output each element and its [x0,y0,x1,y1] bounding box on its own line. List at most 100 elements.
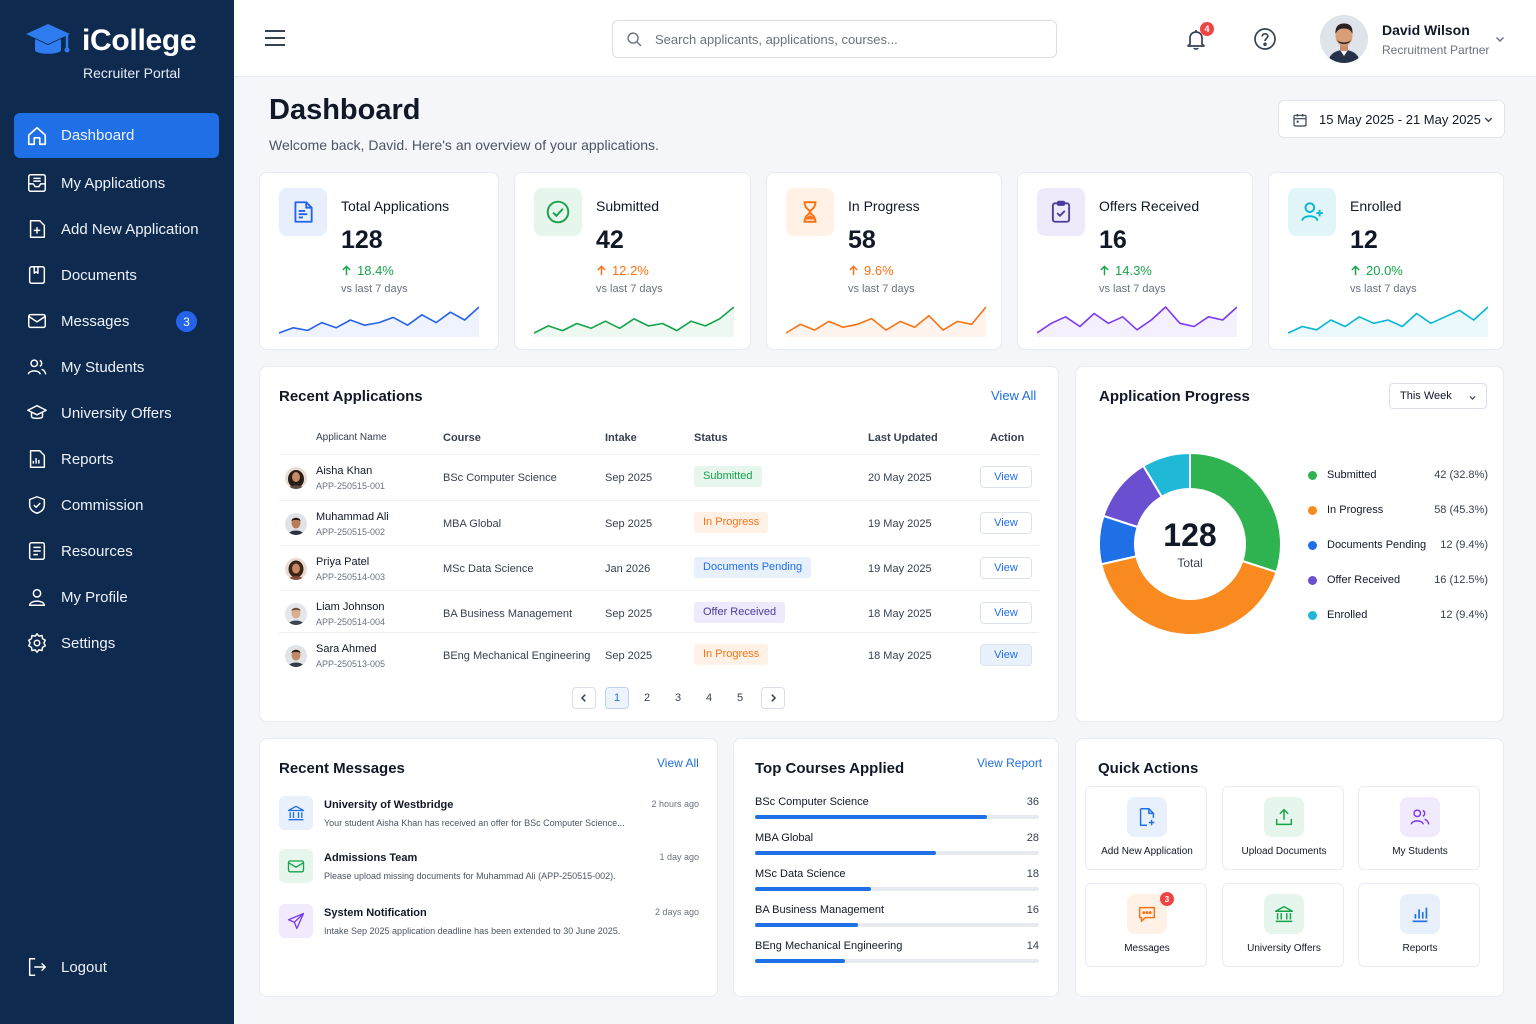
table-row[interactable]: Aisha Khan APP-250515-001 BSc Computer S… [279,454,1039,499]
intake: Sep 2025 [605,608,653,620]
stat-comparison: vs last 7 days [848,283,915,295]
quick-action-university-offers[interactable]: University Offers [1222,883,1344,967]
sidebar-item-resources[interactable]: Resources [14,528,219,574]
sidebar-item-my-students[interactable]: My Students [14,344,219,390]
hamburger-menu-icon[interactable] [264,28,286,48]
search-input[interactable] [655,29,1045,49]
pagination-page-5[interactable]: 5 [736,692,744,704]
sparkline-area [786,307,986,337]
view-all-messages-link[interactable]: View All [657,756,699,770]
date-range-picker[interactable]: 15 May 2025 - 21 May 2025 [1278,100,1505,138]
quick-action-my-students[interactable]: My Students [1358,786,1480,870]
chevron-down-icon[interactable] [1494,33,1506,45]
stat-card-submitted[interactable]: Submitted 42 12.2% vs last 7 days [514,172,751,350]
view-report-link[interactable]: View Report [977,756,1043,770]
sidebar-item-my-applications[interactable]: My Applications [14,160,219,206]
pagination-page-4[interactable]: 4 [705,692,713,704]
book-icon [28,542,46,560]
notification-bell-icon[interactable] [1184,27,1208,51]
stat-comparison: vs last 7 days [596,283,663,295]
sidebar-item-my-profile[interactable]: My Profile [14,574,219,620]
message-item[interactable]: System Notification Intake Sep 2025 appl… [279,904,699,954]
help-circle-icon[interactable] [1253,27,1277,51]
application-id: APP-250513-005 [316,659,386,669]
users-icon [1400,797,1440,837]
view-application-button[interactable]: View [980,602,1032,624]
view-application-button[interactable]: View [980,557,1032,579]
logout-button[interactable]: Logout [26,956,107,978]
stat-change: 14.3% [1099,263,1152,278]
quick-action-add-new-application[interactable]: Add New Application [1085,786,1207,870]
message-preview: Intake Sep 2025 application deadline has… [324,926,621,936]
message-item[interactable]: University of Westbridge Your student Ai… [279,796,699,846]
stat-comparison: vs last 7 days [1099,283,1166,295]
message-item[interactable]: Admissions Team Please upload missing do… [279,849,699,899]
user-avatar-image [1320,15,1368,63]
applicant-avatar [285,645,307,667]
donut-slice [1141,452,1191,499]
status-badge: Offer Received [694,602,786,623]
upload-icon [1264,797,1304,837]
user-name[interactable]: David Wilson [1382,22,1470,38]
graduation-cap-logo-icon [26,24,70,54]
recent-applications-panel: Recent Applications View All Applicant N… [259,366,1059,722]
view-application-button[interactable]: View [980,512,1032,534]
course: BEng Mechanical Engineering [443,650,591,662]
chevron-down-icon [1469,395,1476,400]
chevron-left-icon [580,694,586,702]
stat-card-offers-received[interactable]: Offers Received 16 14.3% vs last 7 days [1017,172,1253,350]
quick-action-reports[interactable]: Reports [1358,883,1480,967]
clipboard-check-icon [1037,188,1085,236]
quick-action-messages[interactable]: 3 Messages [1085,883,1207,967]
course: BSc Computer Science [443,472,557,484]
stat-card-in-progress[interactable]: In Progress 58 9.6% vs last 7 days [766,172,1002,350]
sidebar-item-add-new-application[interactable]: Add New Application [14,206,219,252]
table-row[interactable]: Sara Ahmed APP-250513-005 BEng Mechanica… [279,632,1039,677]
table-row[interactable]: Muhammad Ali APP-250515-002 MBA Global S… [279,500,1039,545]
sparkline-area [1037,307,1237,337]
logout-label: Logout [61,958,107,976]
pagination-page-2[interactable]: 2 [643,692,651,704]
quick-actions-panel: Quick Actions Add New Application Upload… [1075,738,1504,997]
sidebar-item-university-offers[interactable]: University Offers [14,390,219,436]
user-avatar[interactable] [1320,15,1368,63]
sparkline-chart [786,306,986,337]
sidebar-item-documents[interactable]: Documents [14,252,219,298]
stat-change: 12.2% [596,263,649,278]
course-item: BA Business Management 16 [755,904,1039,934]
view-application-button[interactable]: View [980,644,1032,666]
stat-card-enrolled[interactable]: Enrolled 12 20.0% vs last 7 days [1268,172,1504,350]
pagination-prev-button[interactable] [572,687,596,709]
stat-value: 58 [848,226,876,254]
sidebar-item-commission[interactable]: Commission [14,482,219,528]
donut-total-value: 128 [1163,517,1217,553]
course-item: MBA Global 28 [755,832,1039,862]
brand-subtitle: Recruiter Portal [83,65,181,81]
quick-action-upload-documents[interactable]: Upload Documents [1222,786,1344,870]
period-select[interactable]: This Week [1389,383,1487,409]
stat-label: Enrolled [1350,198,1402,214]
report-icon [29,450,46,468]
pagination-next-button[interactable] [761,687,785,709]
sidebar-item-dashboard[interactable]: Dashboard [14,113,219,158]
table-row[interactable]: Liam Johnson APP-250514-004 BA Business … [279,590,1039,635]
pagination-page-3[interactable]: 3 [674,692,682,704]
stat-comparison: vs last 7 days [341,283,408,295]
logout-icon [28,958,46,976]
view-all-applications-link[interactable]: View All [991,388,1037,403]
sidebar-item-settings[interactable]: Settings [14,620,219,666]
application-progress-title: Application Progress [1099,388,1250,405]
sparkline-area [1288,307,1488,337]
sidebar-item-reports[interactable]: Reports [14,436,219,482]
sidebar-item-label: Dashboard [61,127,135,144]
sidebar-item-messages[interactable]: Messages 3 [14,298,219,344]
brand[interactable]: iCollege Recruiter Portal [24,22,224,84]
messages-count-badge: 3 [176,311,197,332]
page-subtitle: Welcome back, David. Here's an overview … [269,137,659,153]
home-icon [27,126,47,145]
table-row[interactable]: Priya Patel APP-250514-003 MSc Data Scie… [279,545,1039,590]
pagination-page-1[interactable]: 1 [605,687,629,709]
stat-change: 9.6% [848,263,894,278]
stat-card-total-applications[interactable]: Total Applications 128 18.4% vs last 7 d… [259,172,499,350]
view-application-button[interactable]: View [980,466,1032,488]
